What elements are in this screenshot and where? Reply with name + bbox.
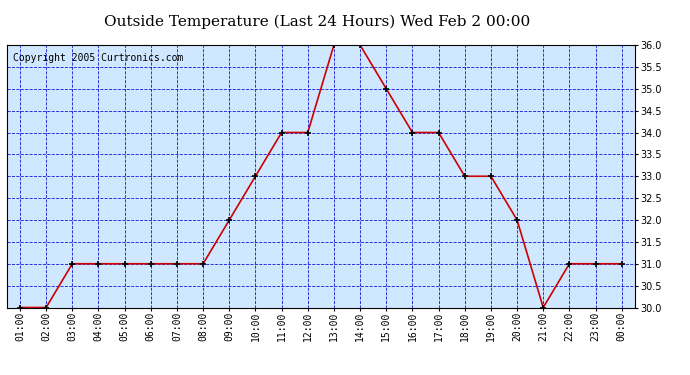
Text: Outside Temperature (Last 24 Hours) Wed Feb 2 00:00: Outside Temperature (Last 24 Hours) Wed … <box>104 15 531 29</box>
Text: Copyright 2005 Curtronics.com: Copyright 2005 Curtronics.com <box>13 53 184 63</box>
